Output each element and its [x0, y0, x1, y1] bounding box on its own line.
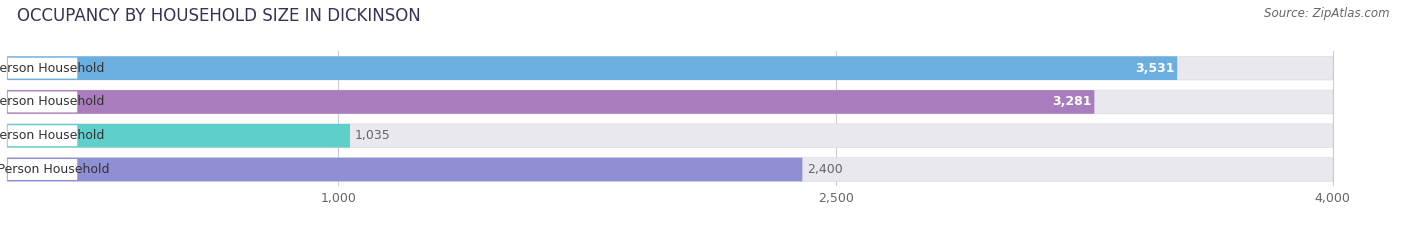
- Text: OCCUPANCY BY HOUSEHOLD SIZE IN DICKINSON: OCCUPANCY BY HOUSEHOLD SIZE IN DICKINSON: [17, 7, 420, 25]
- FancyBboxPatch shape: [7, 158, 1333, 181]
- Text: 2-Person Household: 2-Person Household: [0, 96, 104, 108]
- Text: 2,400: 2,400: [807, 163, 844, 176]
- FancyBboxPatch shape: [7, 90, 1333, 114]
- FancyBboxPatch shape: [7, 159, 77, 180]
- Text: 4+ Person Household: 4+ Person Household: [0, 163, 110, 176]
- FancyBboxPatch shape: [7, 125, 77, 146]
- Text: Source: ZipAtlas.com: Source: ZipAtlas.com: [1264, 7, 1389, 20]
- FancyBboxPatch shape: [7, 158, 803, 181]
- FancyBboxPatch shape: [7, 90, 1094, 114]
- FancyBboxPatch shape: [7, 124, 350, 147]
- Text: 3-Person Household: 3-Person Household: [0, 129, 104, 142]
- FancyBboxPatch shape: [7, 56, 1177, 80]
- FancyBboxPatch shape: [7, 56, 1333, 80]
- Text: 3,531: 3,531: [1135, 62, 1174, 75]
- Text: 3,281: 3,281: [1052, 96, 1091, 108]
- FancyBboxPatch shape: [7, 124, 1333, 147]
- Text: 1-Person Household: 1-Person Household: [0, 62, 104, 75]
- Text: 1,035: 1,035: [354, 129, 391, 142]
- FancyBboxPatch shape: [7, 58, 77, 79]
- FancyBboxPatch shape: [7, 92, 77, 112]
